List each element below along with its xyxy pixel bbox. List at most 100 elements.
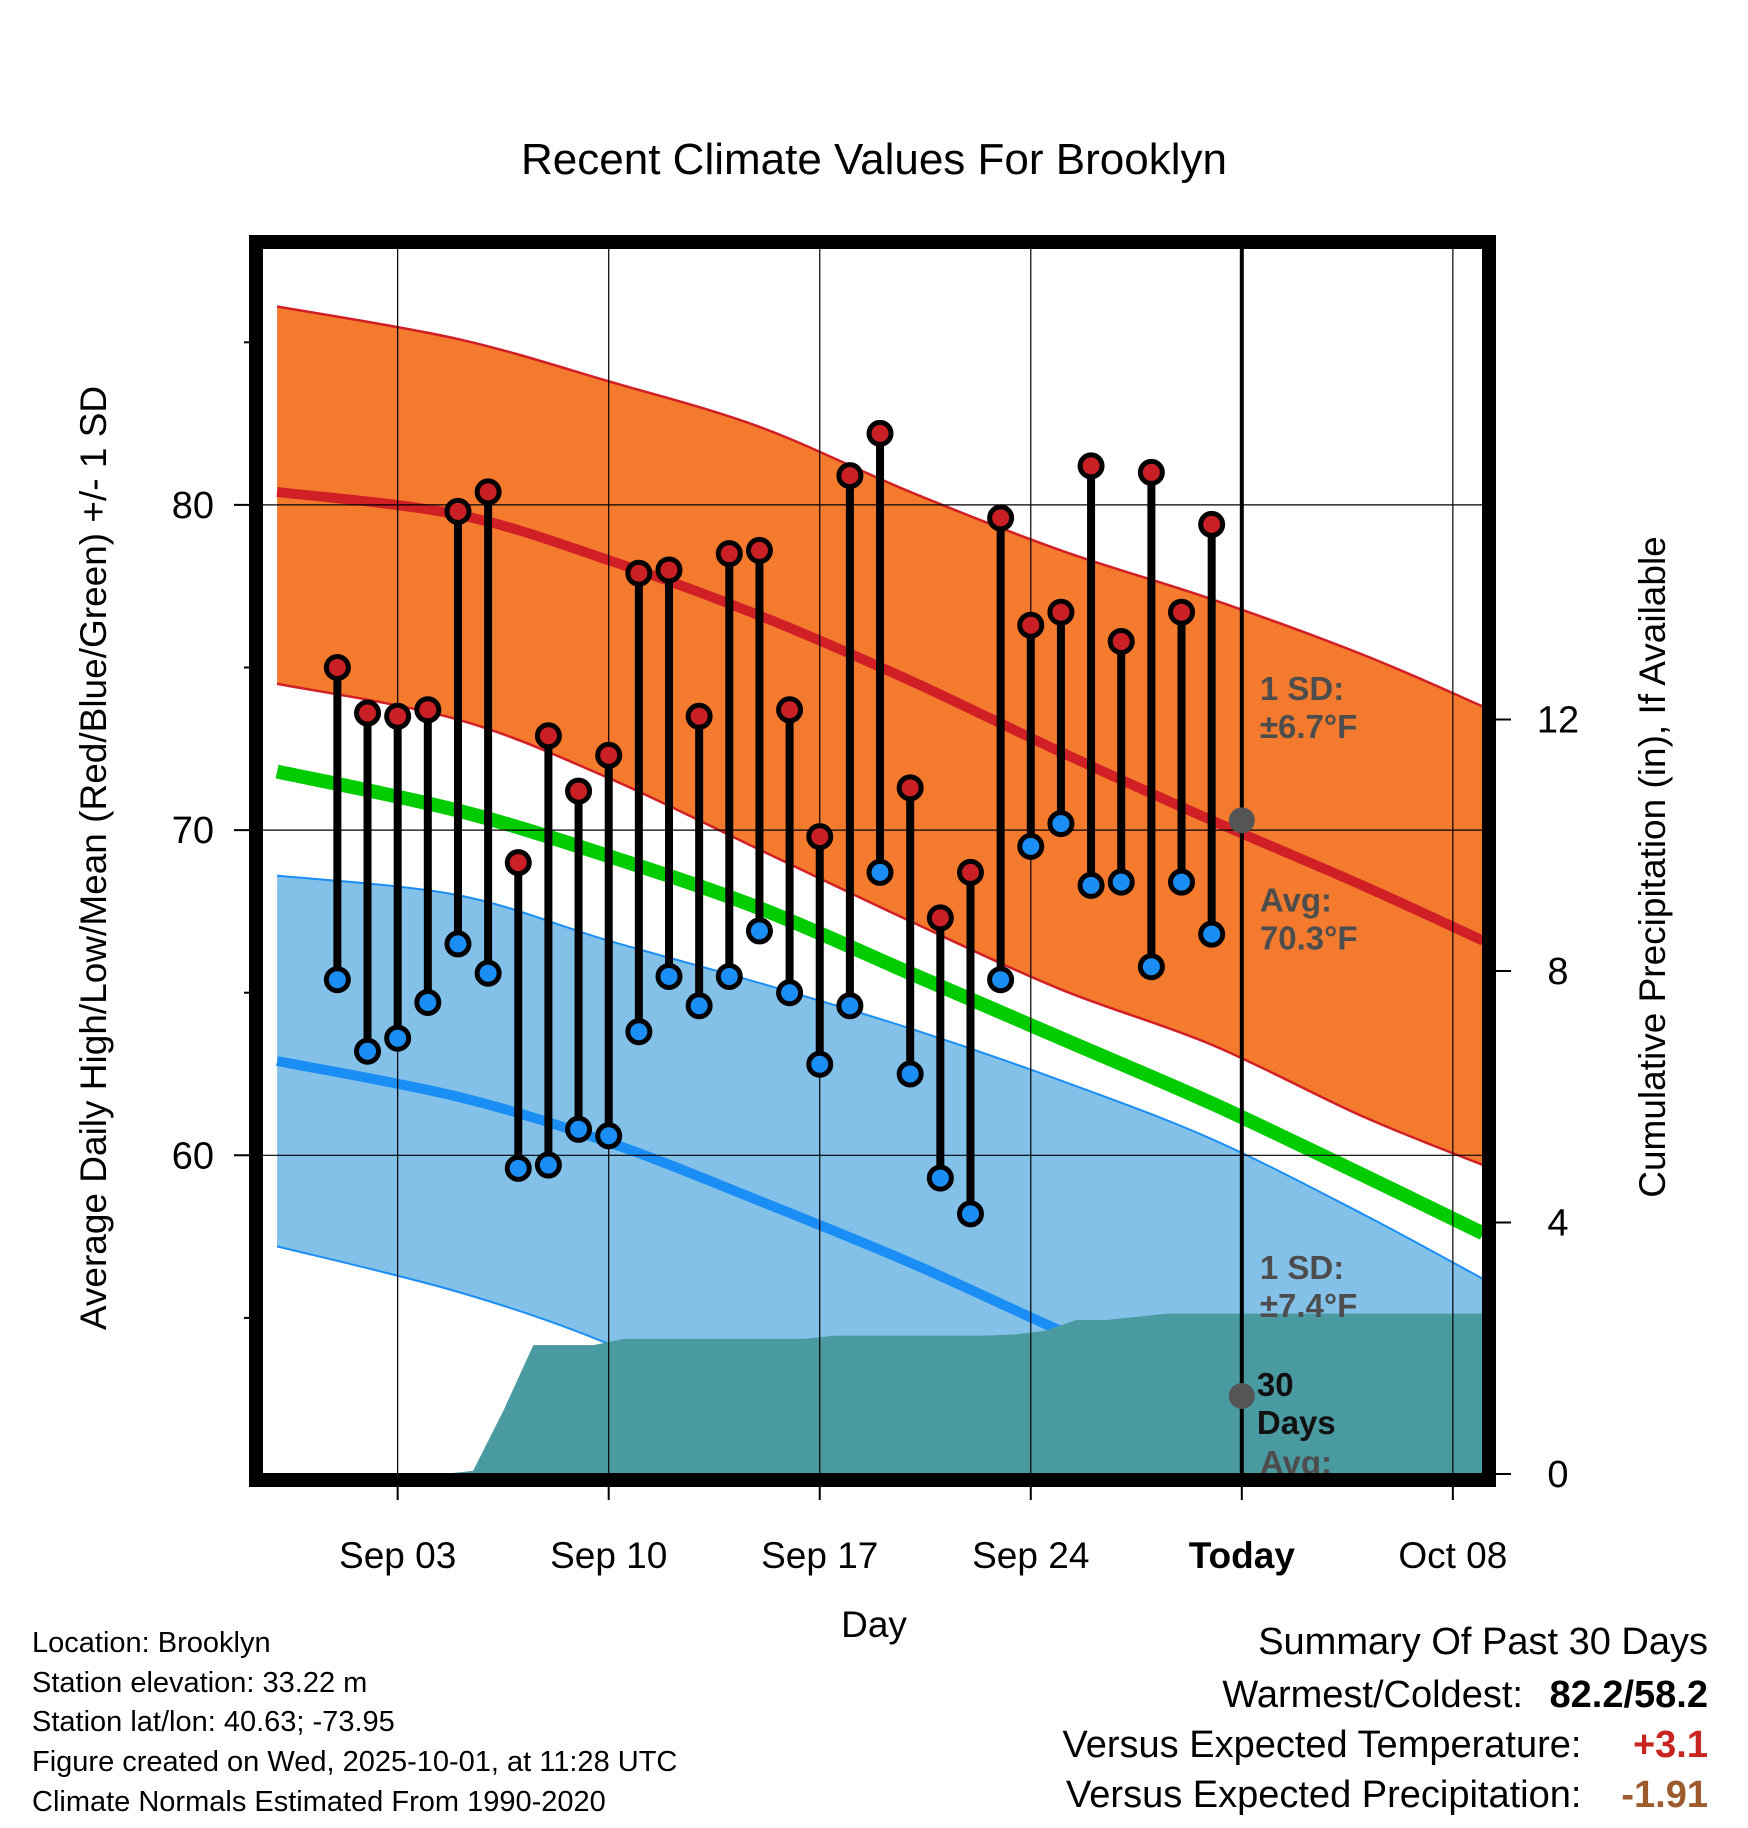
today-normal-marker	[1228, 807, 1255, 834]
summary-precip: Versus Expected Precipitation: -1.91	[1066, 1774, 1708, 1817]
y2-tick-label: 12	[1537, 700, 1579, 742]
observed-high-point	[595, 741, 623, 769]
observed-low-point	[414, 988, 442, 1016]
observed-high-point	[504, 849, 532, 877]
observed-high-point	[414, 696, 442, 724]
observed-high-point	[987, 504, 1015, 532]
observed-high-point	[1168, 598, 1196, 626]
summary-temp-value: +3.1	[1632, 1724, 1708, 1766]
annotation-line: Avg:	[1260, 1444, 1332, 1481]
observed-low-point	[655, 962, 683, 990]
observed-high-point	[1047, 598, 1075, 626]
observed-high-point	[926, 904, 954, 932]
x-tick-label: Oct 08	[1398, 1535, 1507, 1576]
observed-low-point	[1017, 832, 1045, 860]
y2-tick-label: 0	[1547, 1454, 1568, 1496]
y2-tick-label: 8	[1547, 951, 1568, 993]
observed-low-point	[323, 966, 351, 994]
observed-low-point	[956, 1200, 984, 1228]
observed-high-point	[776, 696, 804, 724]
observed-low-point	[444, 930, 472, 958]
observed-high-point	[444, 497, 472, 525]
observed-low-point	[926, 1164, 954, 1192]
footer-latlon: Station lat/lon: 40.63; -73.95	[32, 1706, 395, 1738]
observed-low-point	[504, 1154, 532, 1182]
observed-low-point	[1107, 868, 1135, 896]
y2-axis-label: Cumulative Precipitation (in), If Availa…	[1632, 536, 1673, 1198]
observed-low-point	[595, 1122, 623, 1150]
observed-low-point	[987, 966, 1015, 994]
observed-low-point	[1077, 871, 1105, 899]
precip-area	[262, 1313, 1483, 1474]
summary-temp-label: Versus Expected Temperature:	[1062, 1724, 1582, 1766]
annotation-line: 1 SD:	[1260, 1249, 1344, 1286]
x-axis-label: Day	[841, 1604, 907, 1645]
observed-low-point	[715, 962, 743, 990]
low-lower-edge	[276, 1245, 875, 1474]
observed-low-point	[625, 1018, 653, 1046]
observed-high-point	[956, 858, 984, 886]
observed-high-point	[745, 536, 773, 564]
observed-high-point	[866, 419, 894, 447]
observed-low-point	[836, 992, 864, 1020]
observed-low-point	[866, 858, 894, 886]
annotation-label: 1 SD: ±6.7°F	[1260, 670, 1357, 745]
observed-low-point	[534, 1151, 562, 1179]
x-tick-label: Sep 10	[550, 1535, 667, 1576]
observed-low-point	[1137, 953, 1165, 981]
observed-high-point	[354, 699, 382, 727]
high-normal-line	[276, 486, 1483, 946]
observed-high-point	[1137, 458, 1165, 486]
observed-low-point	[1168, 868, 1196, 896]
observed-low-point	[1047, 810, 1075, 838]
observed-high-point	[1077, 452, 1105, 480]
x-tick-label: Today	[1189, 1535, 1296, 1576]
observed-low-point	[745, 917, 773, 945]
annotation-label: Avg: 70.3°F	[1260, 881, 1358, 956]
summary-warm-cold: Warmest/Coldest: 82.2/58.2	[1222, 1674, 1708, 1717]
y-tick-label: 70	[172, 810, 214, 852]
annotation-label: 1 SD: ±7.4°F	[1260, 1249, 1357, 1324]
footer-elevation: Station elevation: 33.22 m	[32, 1667, 368, 1699]
x-tick-label: Sep 03	[339, 1535, 456, 1576]
y-axis-label: Average Daily High/Low/Mean (Red/Blue/Gr…	[73, 386, 114, 1330]
annotation-line: Avg:	[1260, 881, 1332, 918]
annotation-line: 30	[1257, 1366, 1294, 1403]
summary-precip-value: -1.91	[1621, 1774, 1708, 1816]
observed-low-point	[384, 1024, 412, 1052]
plot-frame	[249, 235, 1496, 1487]
observed-low-point	[1198, 920, 1226, 948]
annotation-line: ±6.7°F	[1260, 708, 1357, 745]
observed-low-point	[806, 1050, 834, 1078]
annotation-line: 70.3°F	[1260, 919, 1358, 956]
observed-high-point	[534, 722, 562, 750]
annotation-label: Avg: 52.6°F	[1260, 1444, 1358, 1519]
observed-high-point	[1107, 627, 1135, 655]
observed-high-point	[806, 823, 834, 851]
annotation-line: 1 SD:	[1260, 670, 1344, 707]
observed-high-point	[323, 654, 351, 682]
annotation-label: 30 Days	[1257, 1366, 1336, 1441]
high-upper-edge	[276, 305, 1483, 708]
footer-created: Figure created on Wed, 2025-10-01, at 11…	[32, 1746, 678, 1778]
observed-high-point	[836, 462, 864, 490]
footer-normals: Climate Normals Estimated From 1990-2020	[32, 1786, 606, 1818]
footer-location: Location: Brooklyn	[32, 1627, 271, 1659]
summary-temp: Versus Expected Temperature: +3.1	[1063, 1724, 1708, 1767]
y-tick-label: 60	[172, 1135, 214, 1177]
observed-high-point	[655, 556, 683, 584]
summary-title: Summary Of Past 30 Days	[1258, 1621, 1708, 1663]
x-tick-label: Sep 24	[972, 1535, 1089, 1576]
observed-high-point	[384, 702, 412, 730]
today-normal-marker	[1228, 1382, 1255, 1409]
x-tick-label: Sep 17	[761, 1535, 878, 1576]
summary-warm-cold-label: Warmest/Coldest:	[1222, 1674, 1523, 1716]
observed-high-point	[715, 540, 743, 568]
annotation-line: Days	[1257, 1404, 1336, 1441]
observed-low-point	[896, 1060, 924, 1088]
annotation-line: ±7.4°F	[1260, 1287, 1357, 1324]
observed-low-point	[685, 992, 713, 1020]
